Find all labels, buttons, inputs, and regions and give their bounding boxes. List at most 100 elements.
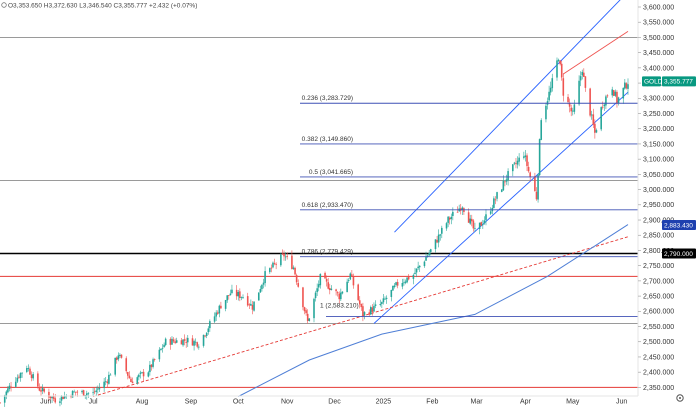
candle — [314, 290, 317, 302]
candle-body — [568, 102, 571, 107]
candle — [303, 306, 306, 315]
candle-body — [317, 284, 320, 288]
candle-body — [139, 372, 142, 374]
candle — [85, 390, 88, 400]
candle — [171, 336, 173, 345]
candle — [185, 337, 187, 348]
candle-body — [30, 374, 33, 379]
candle-body — [18, 376, 20, 378]
candle — [445, 221, 448, 231]
candle-body — [227, 295, 230, 296]
candle — [578, 75, 580, 106]
fib-level-label: 0.5 (3,041.665) — [309, 169, 353, 176]
candle-body — [583, 72, 585, 77]
candle-body — [52, 396, 55, 399]
candle-body — [158, 349, 161, 360]
candle — [286, 252, 288, 260]
candle-body — [319, 273, 322, 286]
fib-level-label: 1 (2,583.210) — [320, 302, 359, 309]
fibonacci-retracement: 0.236 (3,283.729) 0.382 (3,149.860) 0.5 (3… — [300, 95, 638, 317]
candle-body — [229, 293, 232, 296]
candle — [336, 291, 339, 297]
candle-body — [535, 191, 538, 200]
candle — [119, 353, 121, 359]
badge-value: 2,790.000 — [664, 251, 693, 258]
candle-body — [98, 387, 101, 390]
candle — [485, 209, 487, 226]
price-tick-label: 3,600.000 — [643, 4, 674, 11]
candle-body — [445, 223, 448, 229]
candle-body — [141, 372, 143, 374]
candle-body — [370, 307, 372, 315]
candle — [275, 262, 277, 270]
candle-body — [363, 312, 366, 316]
candle — [182, 339, 184, 347]
moving-average-line — [238, 224, 629, 397]
candle-body — [502, 180, 505, 191]
candle-body — [138, 374, 140, 378]
candle-body — [41, 387, 44, 392]
candle-body — [160, 348, 162, 350]
candle-body — [524, 155, 527, 158]
candle — [627, 78, 629, 95]
candle — [560, 60, 563, 81]
candle — [335, 288, 337, 296]
candle-body — [534, 176, 536, 192]
candle-body — [106, 381, 109, 384]
candle — [141, 371, 143, 374]
candle — [504, 181, 506, 187]
candle-body — [205, 332, 208, 337]
candle-body — [62, 396, 64, 400]
candle — [261, 284, 263, 292]
candle-body — [507, 171, 509, 181]
candle — [368, 309, 371, 317]
candle-body — [489, 211, 492, 214]
settings-icon[interactable] — [676, 394, 684, 402]
candle-body — [493, 198, 495, 208]
time-tick-label: Apr — [520, 399, 532, 406]
candle — [328, 283, 331, 295]
time-axis[interactable]: Jun Jul Aug Sep Oct Nov Dec 2025 Feb Mar Apr May Jun — [0, 395, 638, 406]
candle — [3, 394, 6, 407]
candle — [158, 347, 161, 362]
candle — [324, 271, 326, 279]
candle — [93, 387, 96, 395]
candle-body — [352, 276, 355, 286]
candle-body — [579, 76, 582, 81]
candle-body — [340, 292, 342, 300]
badge-symbol-box — [642, 76, 661, 87]
candle — [581, 69, 584, 80]
candle-body — [414, 272, 416, 275]
candle-body — [429, 249, 432, 252]
candle — [81, 389, 83, 394]
candle — [264, 266, 266, 287]
candle-body — [557, 59, 560, 62]
candle — [551, 73, 554, 92]
candle-body — [169, 339, 172, 345]
candle-body — [485, 214, 487, 220]
candle — [164, 337, 167, 347]
candle — [313, 297, 315, 323]
candle — [515, 158, 517, 169]
candle — [403, 278, 405, 286]
time-tick-label: Jul — [89, 399, 98, 406]
candle — [385, 295, 388, 304]
candle-body — [191, 338, 194, 346]
candle — [280, 252, 282, 267]
candle — [616, 90, 618, 108]
candle — [423, 260, 426, 268]
candle-body — [270, 267, 273, 269]
candle-body — [600, 107, 602, 130]
candle — [117, 352, 120, 362]
candle — [227, 295, 230, 300]
candle-body — [360, 304, 363, 308]
candle-body — [71, 390, 74, 398]
candle-body — [516, 160, 519, 165]
candle — [259, 285, 262, 293]
candle — [437, 229, 440, 248]
candle-body — [95, 390, 98, 392]
candle-body — [43, 388, 45, 392]
candle — [127, 371, 129, 380]
candle — [556, 57, 558, 81]
